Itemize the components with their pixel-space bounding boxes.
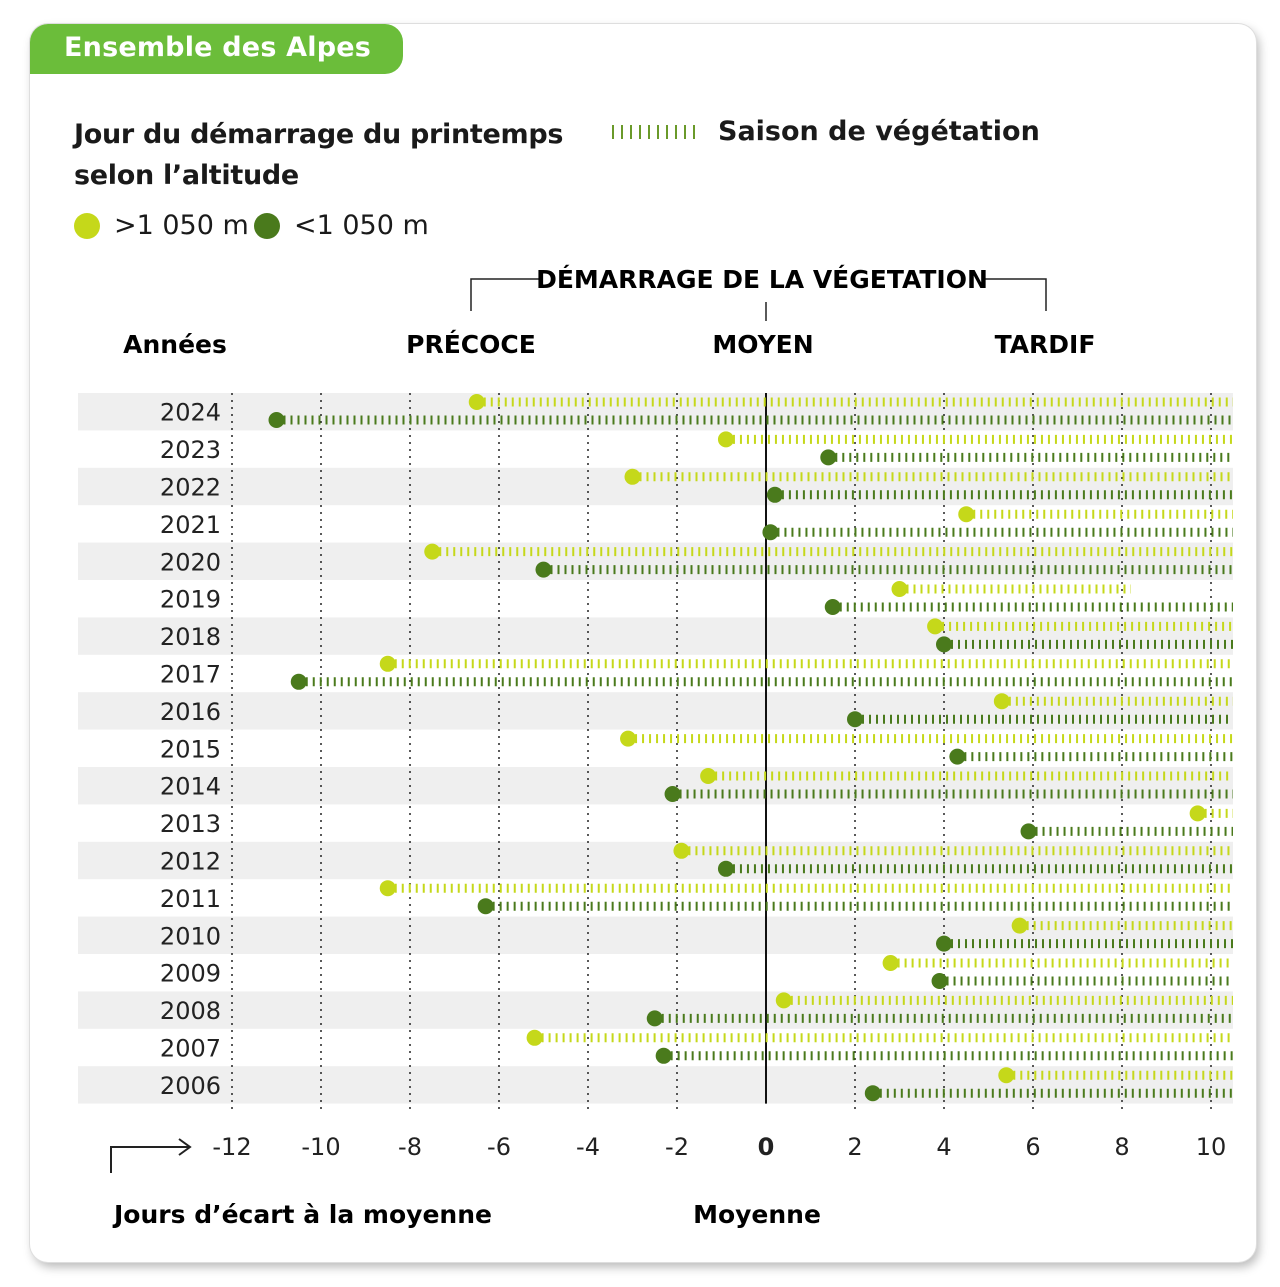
high-altitude-dot <box>526 1029 543 1046</box>
high-altitude-dot <box>775 992 792 1009</box>
x-tick-label: 10 <box>1196 1133 1227 1161</box>
high-altitude-dot <box>927 618 944 635</box>
high-altitude-dot <box>673 842 690 859</box>
legend-saison-label: Saison de végétation <box>718 116 1040 147</box>
low-altitude-dot <box>864 1085 881 1102</box>
dotted-line-icon <box>612 124 702 139</box>
year-label: 2011 <box>160 885 221 913</box>
low-altitude-dot <box>290 673 307 690</box>
year-label: 2023 <box>160 436 221 464</box>
years-label: Années <box>123 330 227 359</box>
year-label: 2006 <box>160 1072 221 1100</box>
high-altitude-dot <box>993 693 1010 710</box>
x-axis-label: Jours d’écart à la moyenne <box>112 1200 492 1229</box>
high-altitude-dot <box>882 955 899 971</box>
low-altitude-dot <box>820 449 837 466</box>
low-altitude-dot <box>766 486 783 503</box>
chart-header: DÉMARRAGE DE LA VÉGETATION <box>536 265 988 294</box>
low-altitude-dot <box>762 524 779 541</box>
x-tick-label: 0 <box>758 1133 775 1161</box>
low-altitude-dot <box>931 973 948 989</box>
year-label: 2010 <box>160 922 221 950</box>
year-label: 2024 <box>160 399 221 427</box>
year-label: 2018 <box>160 623 221 651</box>
low-altitude-dot <box>847 711 863 728</box>
high-altitude-dot <box>620 730 637 747</box>
row-band <box>78 542 1233 580</box>
zone-tardif: TARDIF <box>995 330 1096 359</box>
year-label: 2015 <box>160 735 221 763</box>
x-tick-label: 4 <box>936 1133 951 1161</box>
year-label: 2007 <box>160 1035 221 1063</box>
low-altitude-dot <box>477 898 494 915</box>
low-altitude-dot <box>664 786 681 802</box>
high-altitude-dot <box>998 1067 1015 1084</box>
header-bracket <box>470 278 1047 321</box>
high-altitude-dot <box>891 581 908 597</box>
high-altitude-dot <box>700 768 717 784</box>
low-altitude-dot <box>717 860 734 877</box>
legend-saison: Saison de végétation <box>612 116 1040 147</box>
high-altitude-dot <box>468 394 485 410</box>
low-altitude-dot <box>646 1010 663 1027</box>
year-label: 2019 <box>160 586 221 614</box>
legend-high-label: >1 050 m <box>114 210 249 241</box>
row-band <box>78 692 1233 730</box>
year-label: 2022 <box>160 474 221 502</box>
year-label: 2009 <box>160 960 221 988</box>
low-altitude-dot <box>949 748 966 765</box>
x-tick-label: -12 <box>212 1133 251 1161</box>
zero-label: Moyenne <box>693 1200 821 1229</box>
year-label: 2012 <box>160 848 221 876</box>
zone-moyen: MOYEN <box>712 330 813 359</box>
legend-high: >1 050 m <box>74 210 249 241</box>
low-altitude-dot <box>936 935 952 952</box>
year-label: 2013 <box>160 810 221 838</box>
legend-low: <1 050 m <box>254 210 429 241</box>
low-altitude-dot <box>655 1047 672 1064</box>
high-altitude-dot <box>624 468 641 485</box>
low-altitude-dot <box>268 412 285 428</box>
low-altitude-dot <box>535 561 552 578</box>
x-tick-label: 2 <box>847 1133 862 1161</box>
low-altitude-dot <box>936 636 952 653</box>
row-band <box>78 1066 1233 1104</box>
dark-dot-icon <box>254 212 280 239</box>
high-altitude-dot <box>717 431 734 448</box>
x-tick-label: -8 <box>398 1133 422 1161</box>
high-altitude-dot <box>1011 917 1028 934</box>
high-altitude-dot <box>958 506 975 523</box>
year-label: 2008 <box>160 997 221 1025</box>
x-tick-label: -6 <box>487 1133 511 1161</box>
light-dot-icon <box>74 212 100 239</box>
zone-precoce: PRÉCOCE <box>406 330 536 359</box>
x-tick-label: 8 <box>1114 1133 1129 1161</box>
axis-arrow-icon <box>110 1138 192 1173</box>
row-band <box>78 916 1233 954</box>
high-altitude-dot <box>424 543 441 560</box>
year-label: 2014 <box>160 773 221 801</box>
x-tick-label: -4 <box>576 1133 600 1161</box>
year-label: 2021 <box>160 511 221 539</box>
chart-title: Jour du démarrage du printemps selon l’a… <box>74 114 563 196</box>
high-altitude-dot <box>379 880 396 897</box>
row-band <box>78 617 1233 655</box>
low-altitude-dot <box>824 599 841 615</box>
title-line-1: Jour du démarrage du printemps <box>74 119 564 150</box>
x-tick-label: -10 <box>301 1133 340 1161</box>
row-band <box>78 841 1233 880</box>
row-band <box>78 767 1233 805</box>
high-altitude-dot <box>379 655 396 672</box>
legend-low-label: <1 050 m <box>294 210 429 241</box>
high-altitude-dot <box>1189 805 1206 822</box>
year-label: 2016 <box>160 698 221 726</box>
year-label: 2020 <box>160 548 221 576</box>
low-altitude-dot <box>1020 823 1037 840</box>
x-tick-label: -2 <box>665 1133 689 1161</box>
year-label: 2017 <box>160 661 221 689</box>
x-tick-label: 6 <box>1025 1133 1040 1161</box>
title-line-2: selon l’altitude <box>74 160 299 191</box>
region-tab[interactable]: Ensemble des Alpes <box>30 24 404 74</box>
